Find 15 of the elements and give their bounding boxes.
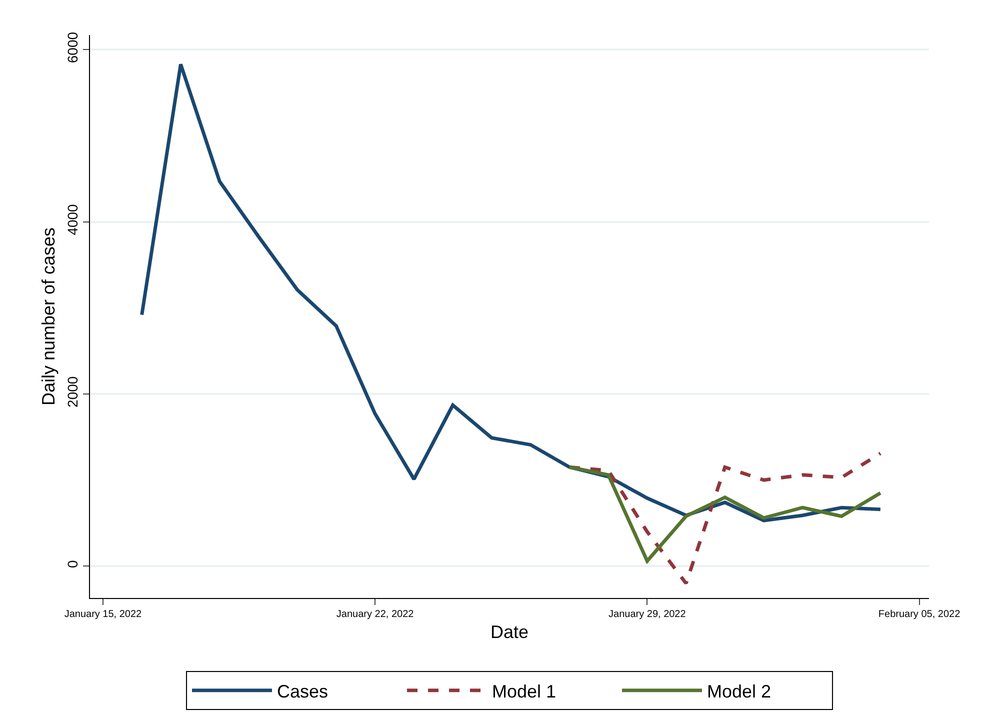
legend-label: Model 2 — [707, 681, 772, 702]
x-tick-label: January 29, 2022 — [608, 609, 686, 620]
y-tick-label: 0 — [64, 560, 80, 568]
line-series — [140, 62, 882, 522]
y-tick-label: 6000 — [64, 32, 80, 64]
legend-label: Model 1 — [492, 681, 556, 702]
legend-label: Cases — [277, 681, 328, 702]
x-tick-label: January 22, 2022 — [336, 609, 414, 620]
line-series — [568, 465, 882, 563]
y-tick-label: 4000 — [64, 204, 80, 236]
y-axis-title: Daily number of cases — [38, 227, 59, 406]
x-tick-label: January 15, 2022 — [64, 609, 142, 620]
x-axis-title: Date — [490, 622, 529, 642]
y-tick-label: 2000 — [64, 376, 80, 408]
x-tick-label: February 05, 2022 — [878, 609, 961, 620]
